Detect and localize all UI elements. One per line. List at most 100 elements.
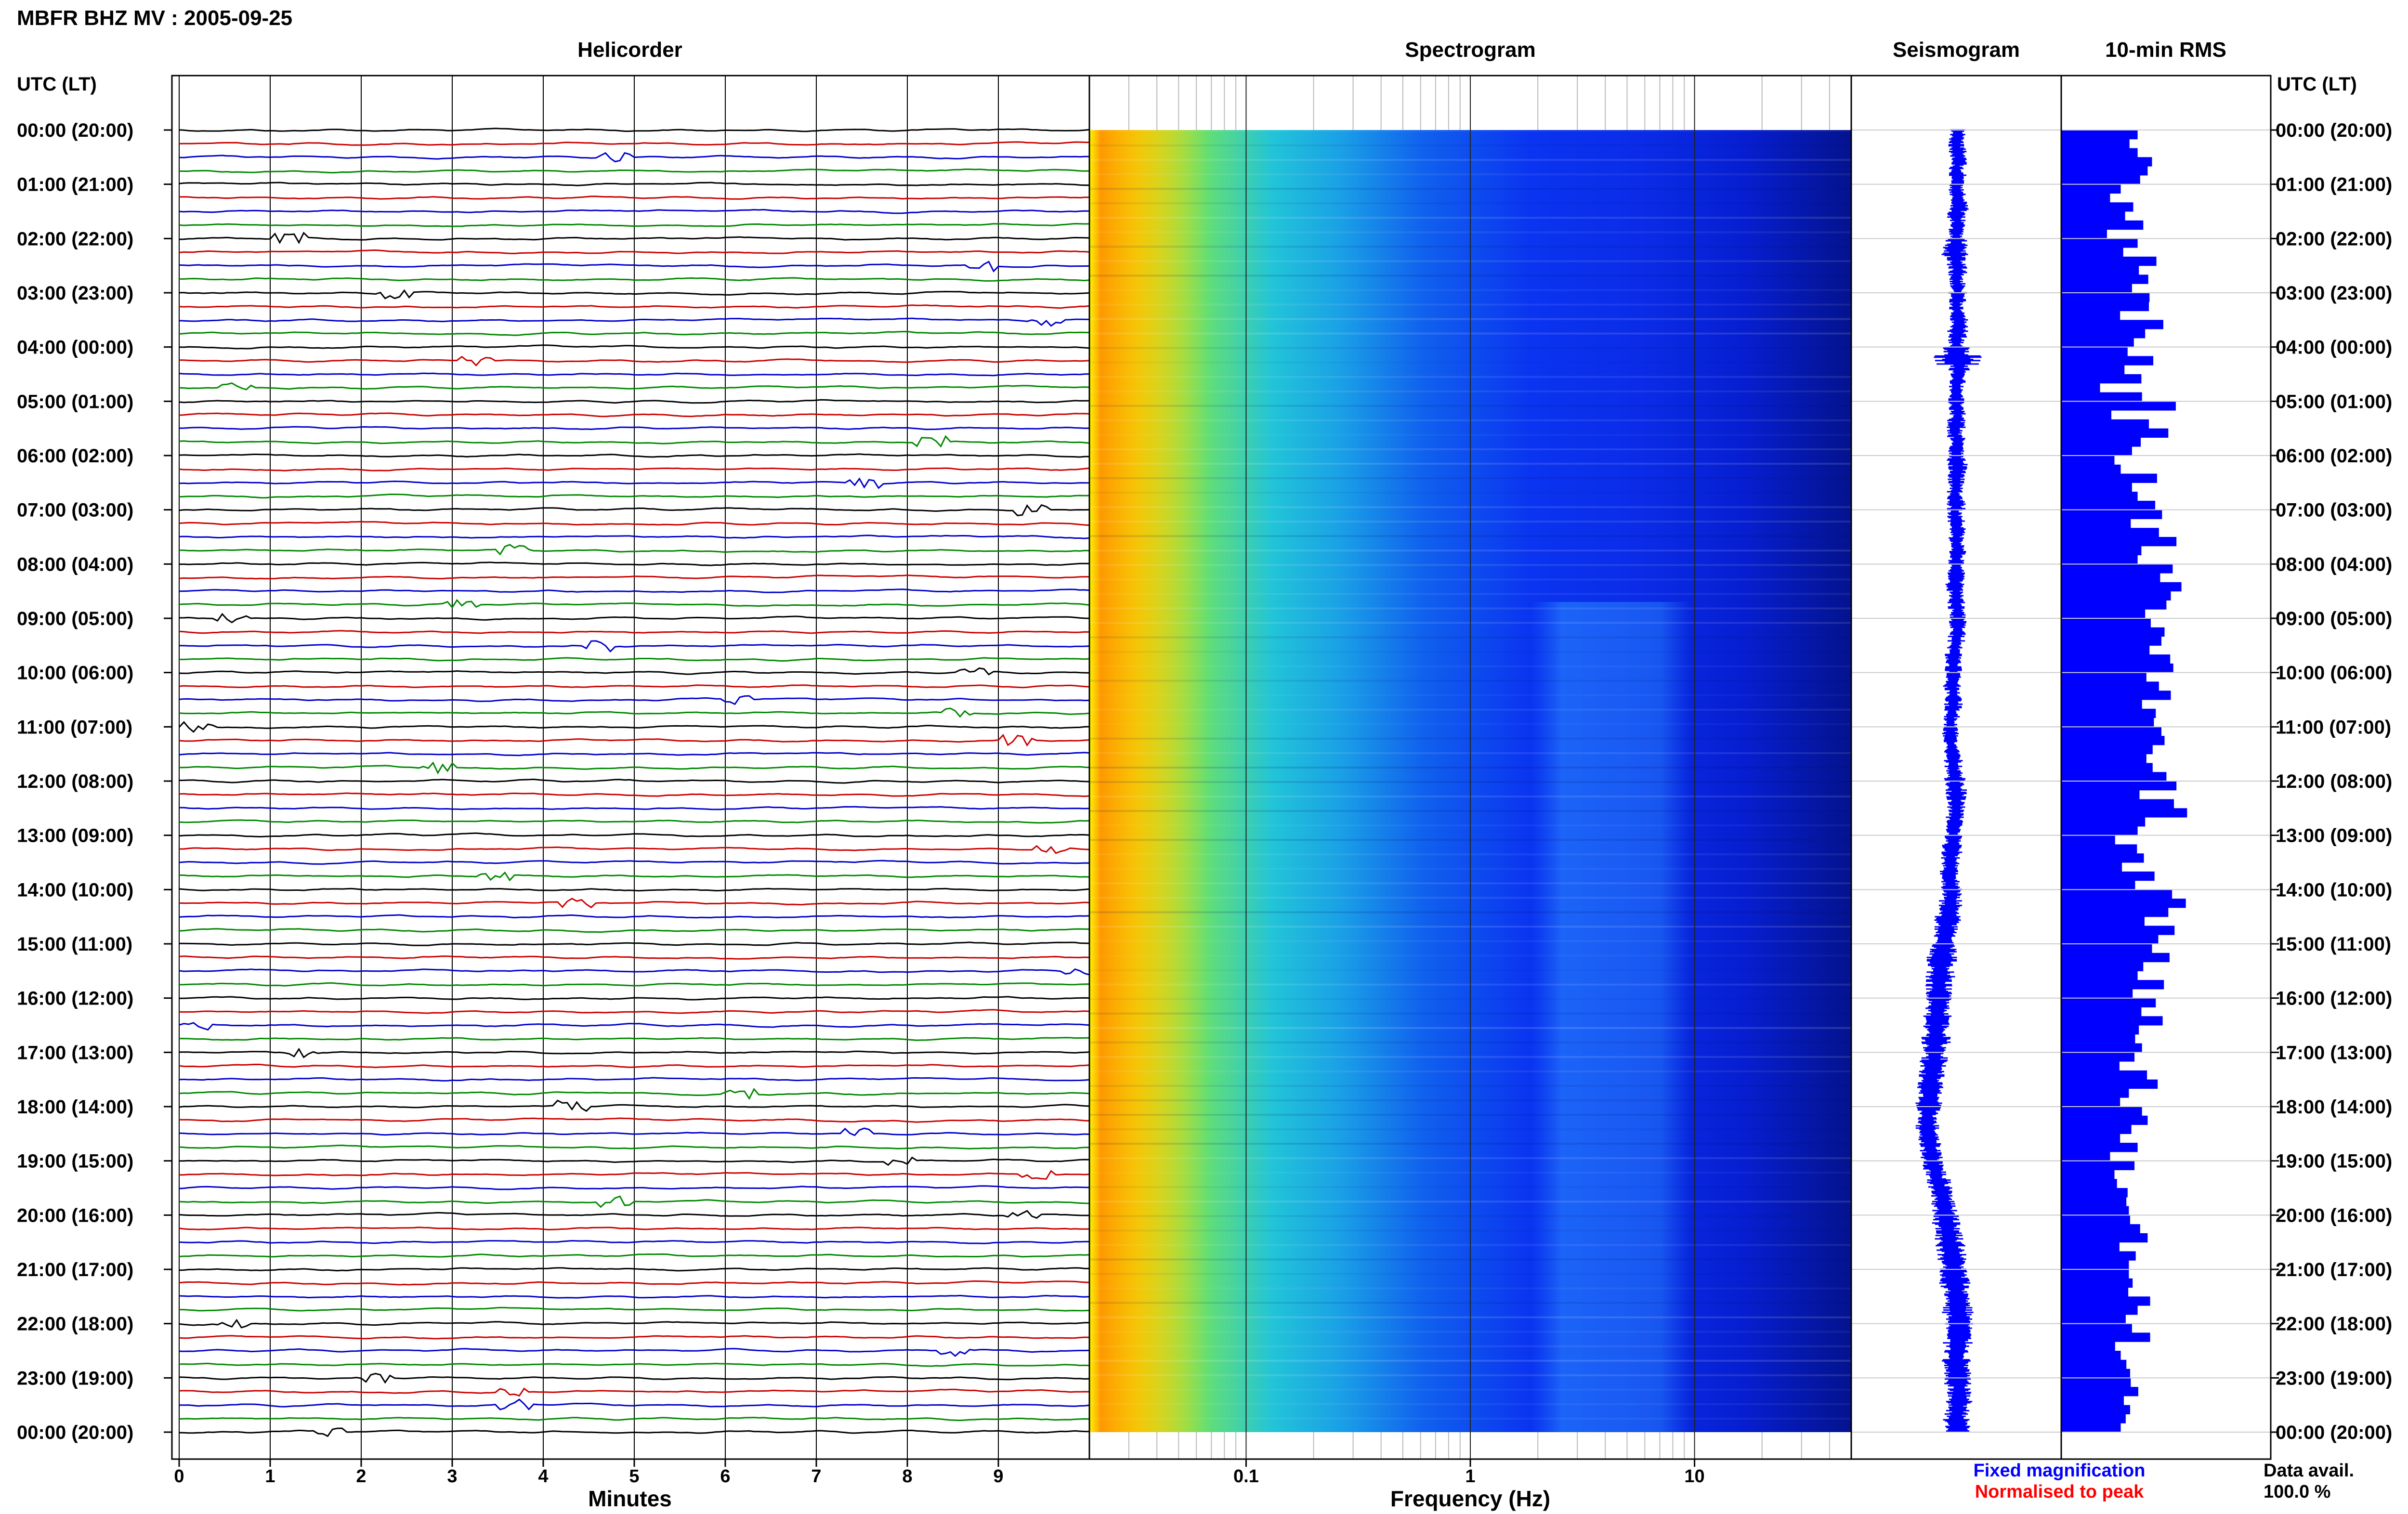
rms-bar — [2061, 663, 2173, 673]
rms-bar — [2061, 844, 2137, 854]
rms-title: 10-min RMS — [2105, 38, 2226, 62]
helicorder-trace — [179, 1267, 1089, 1272]
rms-bar — [2061, 184, 2121, 194]
time-tick-right: 19:00 (15:00) — [2276, 1151, 2392, 1172]
rms-bar — [2061, 1351, 2121, 1360]
rms-bar — [2061, 862, 2122, 872]
minute-tick-label: 5 — [629, 1466, 639, 1487]
rms-bar — [2061, 636, 2161, 646]
helicorder-trace — [179, 695, 1090, 705]
rms-bar — [2061, 1260, 2129, 1270]
rms-bar — [2061, 582, 2182, 592]
rms-bar — [2061, 1161, 2135, 1170]
minute-tick-label: 6 — [720, 1466, 730, 1487]
rms-bar — [2061, 1124, 2132, 1134]
rms-bar — [2061, 654, 2171, 664]
helicorder-trace — [179, 477, 1089, 489]
helicorder-trace — [179, 504, 1090, 517]
minute-tick-label: 7 — [811, 1466, 821, 1487]
time-tick-left: 18:00 (14:00) — [17, 1096, 133, 1118]
rms-bar — [2061, 627, 2165, 637]
helicorder-trace — [179, 453, 1089, 458]
time-tick-left: 20:00 (16:00) — [17, 1205, 133, 1226]
rms-bar — [2061, 1378, 2131, 1387]
time-tick-right: 07:00 (03:00) — [2276, 500, 2392, 521]
rms-bar — [2061, 419, 2149, 429]
rms-bar — [2061, 139, 2130, 149]
time-tick-right: 15:00 (11:00) — [2276, 934, 2391, 955]
helicorder-trace — [179, 640, 1090, 653]
helicorder-trace — [179, 467, 1090, 471]
time-tick-left: 01:00 (21:00) — [17, 174, 133, 196]
rms-bar — [2061, 311, 2120, 320]
helicorder-trace — [179, 561, 1090, 566]
helicorder-trace — [179, 1009, 1090, 1014]
helicorder-trace — [179, 1387, 1090, 1397]
helicorder-trace — [179, 707, 1090, 718]
frequency-tick-label: 10 — [1684, 1466, 1704, 1487]
time-tick-right: 03:00 (23:00) — [2276, 283, 2392, 304]
rms-bar — [2061, 1115, 2148, 1125]
rms-bar — [2061, 220, 2144, 230]
rms-bar — [2061, 428, 2169, 438]
time-tick-right: 22:00 (18:00) — [2276, 1314, 2392, 1335]
rms-bar — [2061, 1423, 2121, 1433]
frequency-axis-ticks: 0.1 1 10 — [1233, 1459, 1705, 1487]
rms-bar — [2061, 907, 2169, 917]
rms-bar — [2061, 926, 2175, 935]
helicorder-trace — [179, 232, 1090, 245]
helicorder-trace — [179, 1088, 1090, 1100]
rms-bar — [2061, 1070, 2147, 1080]
helicorder-trace — [179, 832, 1090, 838]
time-tick-left: 15:00 (11:00) — [17, 934, 132, 955]
time-tick-right: 12:00 (08:00) — [2276, 771, 2392, 792]
helicorder-trace — [179, 1037, 1090, 1041]
helicorder-trace — [179, 955, 1090, 960]
helicorder-trace — [179, 1210, 1089, 1219]
seismogram-title: Seismogram — [1893, 38, 2020, 62]
helicorder-trace — [179, 304, 1090, 309]
helicorder-trace — [179, 1362, 1090, 1367]
helicorder-trace — [179, 1253, 1090, 1258]
helicorder-trace — [179, 1240, 1089, 1244]
helicorder-trace — [179, 196, 1089, 200]
helicorder-trace — [179, 330, 1090, 336]
rms-bar — [2061, 691, 2171, 700]
rms-bar — [2061, 392, 2142, 402]
rms-bar — [2061, 1278, 2133, 1288]
helicorder-trace — [179, 382, 1090, 391]
minute-tick-label: 3 — [447, 1466, 457, 1487]
helicorder-trace — [179, 1195, 1090, 1208]
minute-tick-label: 9 — [993, 1466, 1003, 1487]
rms-bar — [2061, 1206, 2129, 1215]
helicorder-trace — [179, 344, 1090, 350]
helicorder-trace — [179, 1348, 1090, 1357]
rms-bar — [2061, 202, 2133, 212]
time-tick-left: 23:00 (19:00) — [17, 1368, 133, 1389]
rms-bar — [2061, 889, 2172, 899]
rms-bar — [2061, 1088, 2129, 1098]
frequency-axis-label: Frequency (Hz) — [1390, 1486, 1550, 1511]
rms-bar — [2061, 473, 2157, 483]
helicorder-trace — [179, 1398, 1090, 1410]
helicorder-trace — [179, 128, 1090, 132]
helicorder-trace — [179, 435, 1090, 448]
helicorder-trace — [179, 399, 1089, 404]
rms-bar — [2061, 347, 2128, 356]
rms-bar — [2061, 772, 2167, 782]
rms-bar — [2061, 817, 2146, 827]
rms-bar — [2061, 971, 2138, 980]
helicorder-trace — [179, 667, 1090, 676]
helicorder-trace — [179, 1077, 1090, 1082]
rms-bar — [2061, 600, 2167, 610]
time-tick-left: 00:00 (20:00) — [17, 1422, 133, 1443]
time-tick-left: 00:00 (20:00) — [17, 120, 133, 141]
time-tick-right: 16:00 (12:00) — [2276, 988, 2392, 1009]
rms-bar — [2061, 248, 2123, 257]
helicorder-trace — [179, 588, 1090, 593]
helicorder-trace — [179, 806, 1090, 810]
helicorder-trace — [179, 277, 1090, 282]
rms-bar — [2061, 401, 2176, 411]
rms-bar — [2061, 483, 2132, 492]
